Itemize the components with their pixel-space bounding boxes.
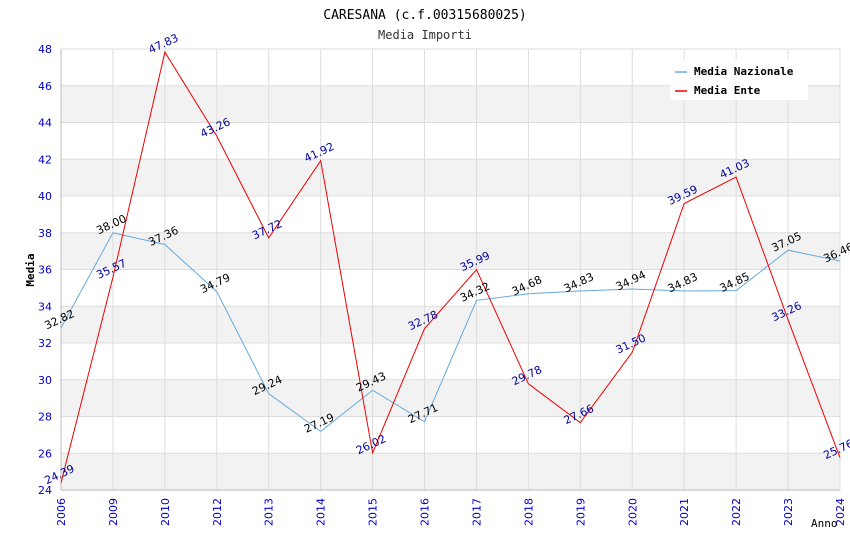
axes [60, 49, 840, 491]
x-tick-label: 2024 [834, 498, 847, 526]
legend-label-media-ente: Media Ente [694, 84, 761, 97]
y-tick-label: 40 [38, 190, 52, 203]
x-tick-label: 2019 [574, 498, 587, 526]
x-tick-label: 2009 [107, 498, 120, 526]
plot-band [61, 232, 840, 270]
y-tick-label: 36 [38, 264, 52, 277]
series-line-media-nazionale [60, 232, 841, 433]
x-axis-title: Anno [811, 517, 838, 530]
x-tick-label: 2020 [626, 498, 639, 526]
x-tick-label: 2013 [263, 498, 276, 526]
y-tick-label: 26 [38, 447, 52, 460]
y-tick-label: 24 [38, 484, 52, 497]
x-tick-label: 2023 [782, 498, 795, 526]
x-tick-label: 2018 [522, 498, 535, 526]
plot-band [61, 306, 840, 343]
y-tick-label: 30 [38, 374, 52, 387]
legend: Media Nazionale Media Ente [670, 60, 808, 100]
y-tick-label: 42 [38, 153, 52, 166]
x-tick-label: 2021 [678, 498, 691, 526]
x-tick-label: 2012 [211, 498, 224, 526]
y-tick-label: 38 [38, 227, 52, 240]
series-line-media-ente [60, 50, 841, 483]
y-tick-label: 44 [38, 117, 52, 130]
x-tick-label: 2022 [730, 498, 743, 526]
y-tick-label: 28 [38, 411, 52, 424]
plot-band [61, 453, 840, 490]
x-tick-label: 2015 [367, 498, 380, 526]
legend-box [670, 60, 808, 100]
x-tick-label: 2006 [55, 498, 68, 526]
y-tick-label: 46 [38, 80, 52, 93]
series-lines [60, 50, 841, 483]
y-axis-title: Media [24, 253, 37, 286]
chart-subtitle: Media Importi [378, 28, 472, 42]
chart-title: CARESANA (c.f.00315680025) [323, 8, 527, 23]
legend-label-media-nazionale: Media Nazionale [694, 65, 794, 78]
x-tick-label: 2010 [159, 498, 172, 526]
y-tick-label: 34 [38, 300, 52, 313]
x-tick-label: 2017 [470, 498, 483, 526]
x-tick-label: 2014 [315, 498, 328, 526]
x-tick-label: 2016 [419, 498, 432, 526]
y-tick-label: 32 [38, 337, 52, 350]
plot-band [61, 379, 840, 417]
y-axis-ticks: 24 26 28 30 32 34 36 38 40 42 44 46 48 [38, 43, 52, 497]
x-axis-ticks: 2006 2009 2010 2012 2013 2014 2015 2016 2017 2018… [55, 498, 847, 526]
y-tick-label: 48 [38, 43, 52, 56]
